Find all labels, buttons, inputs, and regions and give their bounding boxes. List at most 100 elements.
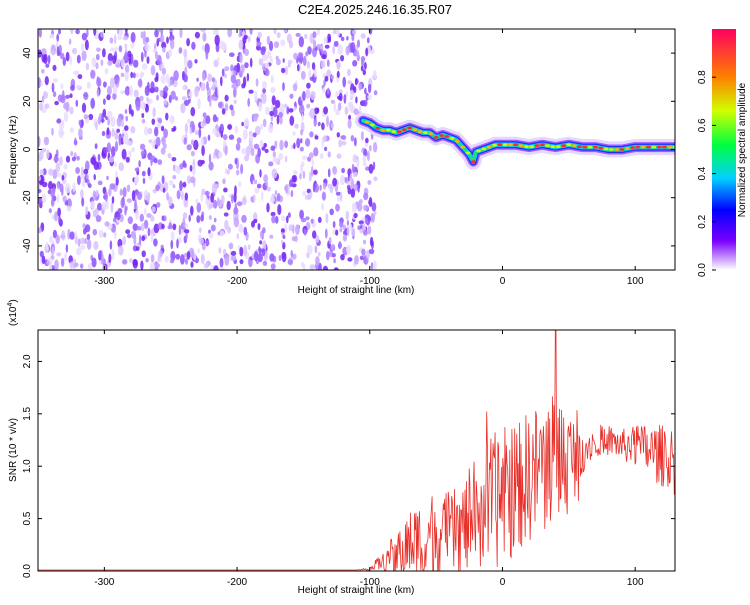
noise-blob: [153, 238, 158, 247]
ridge-hotspot: [449, 137, 455, 140]
noise-blob: [39, 250, 44, 258]
noise-blob: [234, 125, 238, 134]
noise-blob: [131, 190, 136, 202]
noise-blob: [369, 236, 374, 247]
noise-blob: [346, 36, 349, 41]
noise-blob: [353, 86, 357, 93]
noise-blob: [176, 238, 179, 249]
noise-blob: [323, 178, 328, 184]
noise-blob: [221, 108, 226, 115]
noise-blob: [243, 226, 248, 236]
noise-blob: [166, 36, 169, 44]
noise-blob: [280, 228, 285, 233]
noise-blob: [190, 205, 194, 216]
noise-blob: [354, 77, 358, 86]
noise-blob: [307, 46, 312, 55]
noise-blob: [306, 103, 311, 109]
noise-blob: [183, 137, 187, 145]
ridge-hotspot: [566, 143, 572, 147]
noise-blob: [170, 239, 174, 250]
noise-blob: [139, 95, 144, 102]
noise-blob: [131, 230, 137, 239]
noise-blob: [141, 170, 146, 177]
noise-blob: [257, 31, 262, 39]
noise-blob: [85, 174, 89, 180]
ridge-hotspot: [502, 143, 508, 147]
noise-blob: [337, 102, 342, 111]
noise-blob: [127, 216, 133, 225]
ridge-hotspot: [508, 143, 513, 147]
noise-blob: [308, 171, 312, 182]
noise-blob: [335, 90, 339, 98]
noise-blob: [160, 125, 165, 132]
noise-blob: [92, 190, 97, 202]
noise-blob: [107, 118, 111, 126]
noise-blob: [326, 250, 330, 261]
noise-blob: [82, 223, 86, 229]
noise-blob: [169, 259, 175, 264]
noise-blob: [117, 35, 122, 41]
noise-blob: [342, 76, 347, 88]
noise-blob: [247, 97, 251, 107]
noise-blob: [239, 52, 243, 64]
snr-y-ticks: 0.0 0.5 1.0 1.5 2.0: [22, 354, 675, 578]
noise-blob: [93, 240, 99, 250]
noise-blob: [139, 72, 144, 79]
noise-blob: [241, 83, 246, 89]
noise-blob: [157, 159, 163, 165]
noise-blob: [190, 176, 196, 184]
noise-blob: [116, 29, 120, 35]
noise-blob: [141, 113, 145, 118]
noise-blob: [189, 164, 193, 172]
noise-blob: [287, 259, 293, 265]
noise-blob: [146, 193, 150, 203]
noise-blob: [264, 148, 269, 154]
noise-blob: [217, 197, 220, 207]
noise-blob: [205, 240, 210, 246]
noise-blob: [126, 198, 132, 203]
noise-blob: [212, 199, 218, 209]
noise-blob: [220, 130, 224, 138]
noise-blob: [222, 248, 227, 256]
noise-blob: [114, 140, 119, 152]
noise-blob: [357, 202, 363, 212]
noise-blob: [368, 163, 374, 174]
noise-blob: [184, 229, 190, 234]
ridge-hotspot: [619, 148, 625, 151]
noise-blob: [288, 224, 293, 232]
noise-blob: [81, 50, 87, 62]
noise-blob: [260, 93, 264, 99]
noise-blob: [314, 135, 319, 140]
noise-blob: [339, 221, 344, 228]
noise-blob: [98, 229, 104, 239]
noise-blob: [167, 225, 173, 230]
noise-blob: [84, 39, 89, 51]
noise-blob: [364, 62, 367, 70]
noise-blob: [125, 64, 130, 74]
noise-blob: [62, 195, 67, 203]
noise-blob: [169, 29, 174, 33]
noise-blob: [278, 111, 283, 118]
noise-blob: [298, 104, 305, 115]
noise-blob: [75, 84, 81, 89]
noise-blob: [146, 213, 152, 218]
noise-blob: [117, 208, 123, 214]
noise-blob: [340, 55, 345, 62]
noise-blob: [218, 247, 222, 254]
noise-blob: [297, 63, 300, 72]
noise-blob: [326, 115, 329, 127]
noise-blob: [223, 187, 228, 193]
noise-blob: [198, 127, 202, 139]
noise-blob: [230, 74, 237, 84]
noise-blob: [349, 173, 353, 184]
noise-blob: [293, 106, 296, 112]
noise-blob: [238, 39, 244, 50]
noise-blob: [76, 54, 81, 64]
noise-blob: [331, 253, 336, 258]
noise-blob: [242, 129, 248, 140]
noise-blob: [224, 103, 229, 111]
noise-blob: [271, 95, 276, 106]
noise-blob: [149, 262, 155, 270]
ridge-hotspot: [460, 145, 466, 149]
noise-blob: [60, 94, 66, 104]
